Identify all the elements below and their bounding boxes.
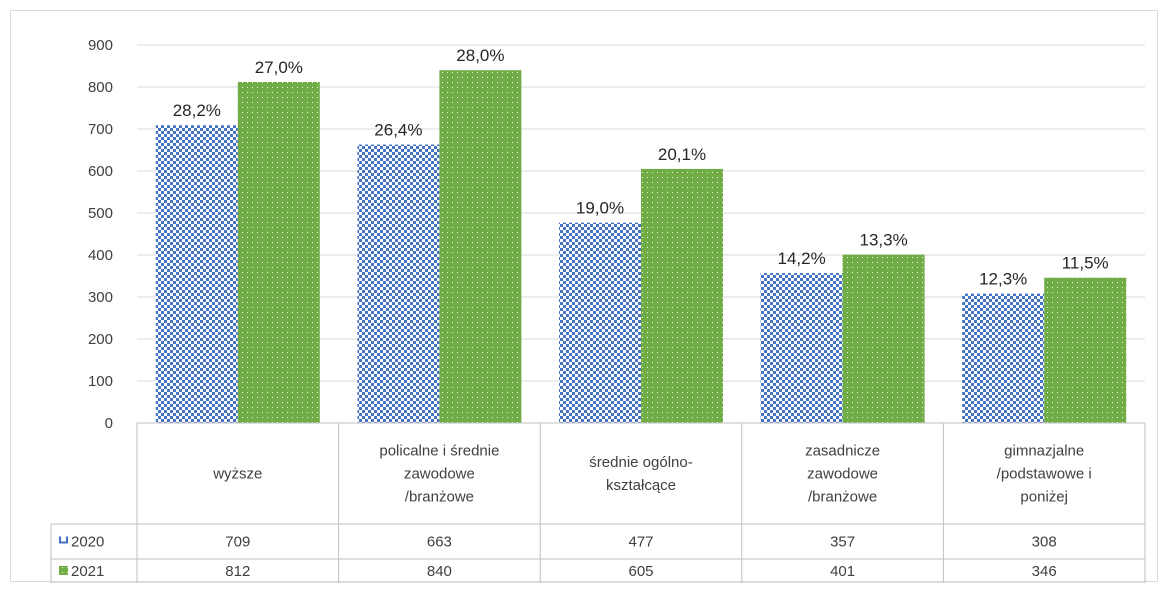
- table-cell-2021: 840: [427, 563, 452, 580]
- data-label-2020: 12,3%: [979, 270, 1027, 289]
- data-label-2020: 19,0%: [576, 199, 624, 218]
- data-label-2021: 20,1%: [658, 145, 706, 164]
- table-cell-2020: 663: [427, 534, 452, 551]
- table-cell-2020: 308: [1032, 534, 1057, 551]
- y-tick-label: 800: [88, 79, 113, 96]
- data-label-2021: 28,0%: [456, 46, 504, 65]
- table-cell-2021: 401: [830, 563, 855, 580]
- data-label-2020: 14,2%: [777, 249, 825, 268]
- category-label: zasadnicze: [805, 443, 880, 460]
- bars: [155, 70, 1127, 424]
- bar-2020: [357, 144, 440, 424]
- data-label-2021: 11,5%: [1062, 254, 1109, 273]
- y-tick-label: 400: [88, 247, 113, 264]
- table-cell-2021: 812: [225, 563, 250, 580]
- data-label-2020: 28,2%: [173, 101, 221, 120]
- y-axis-ticks: 0 100 200 300 400 500 600 700 800 900: [88, 37, 113, 432]
- bar-2021: [641, 168, 723, 423]
- y-tick-label: 500: [88, 205, 113, 222]
- category-label: zawodowe: [404, 466, 475, 483]
- bar-2021: [237, 81, 320, 424]
- table-cell-2020: 709: [225, 534, 250, 551]
- category-label: /podstawowe i: [997, 466, 1092, 483]
- chart-frame: 0 100 200 300 400 500 600 700 800 900 28,2% 26,4% 1…: [10, 10, 1158, 583]
- bar-2020: [559, 222, 641, 423]
- category-label: poniżej: [1020, 489, 1068, 506]
- y-tick-label: 100: [88, 373, 113, 390]
- data-label-2021: 27,0%: [255, 58, 303, 77]
- table-cell-2021: 605: [628, 563, 653, 580]
- y-tick-label: 0: [105, 415, 113, 432]
- legend-key-part: [66, 536, 68, 543]
- category-label: policalne i średnie: [379, 443, 499, 460]
- category-label: /branżowe: [808, 489, 877, 506]
- y-tick-label: 900: [88, 37, 113, 54]
- data-labels: 28,2% 26,4% 19,0% 14,2% 12,3% 27,0% 28,0% 20,1%…: [173, 46, 1109, 288]
- legend-label-2021: 2021: [71, 563, 104, 580]
- category-label: zawodowe: [807, 466, 878, 483]
- data-label-2021: 13,3%: [859, 231, 907, 250]
- y-tick-label: 300: [88, 289, 113, 306]
- category-label: wyższe: [212, 466, 262, 483]
- bar-2021: [439, 70, 522, 423]
- legend-label-2020: 2020: [71, 534, 104, 551]
- legend-key-2021: [59, 566, 68, 575]
- table-cell-2020: 477: [628, 534, 653, 551]
- bar-2021: [842, 254, 925, 423]
- bar-chart: 0 100 200 300 400 500 600 700 800 900 28,2% 26,4% 1…: [50, 37, 1146, 583]
- category-label: kształcące: [606, 477, 676, 494]
- table-cell-2020: 357: [830, 534, 855, 551]
- category-label: średnie ogólno-: [589, 454, 692, 471]
- bar-2020: [760, 273, 843, 423]
- legend-key-2020: [59, 536, 68, 544]
- table-cell-2021: 346: [1032, 563, 1057, 580]
- legend-key-part: [59, 536, 61, 543]
- y-tick-label: 600: [88, 163, 113, 180]
- legend-key-part: [59, 541, 68, 544]
- bar-2021: [1044, 277, 1127, 423]
- category-label: /branżowe: [405, 489, 474, 506]
- bar-2020: [155, 125, 238, 423]
- y-tick-label: 700: [88, 121, 113, 138]
- data-table: wyższe policalne i średnie zawodowe/branżo…: [50, 422, 1146, 583]
- y-tick-label: 200: [88, 331, 113, 348]
- bar-2020: [962, 293, 1045, 423]
- category-label: gimnazjalne: [1004, 443, 1084, 460]
- data-label-2020: 26,4%: [374, 121, 422, 140]
